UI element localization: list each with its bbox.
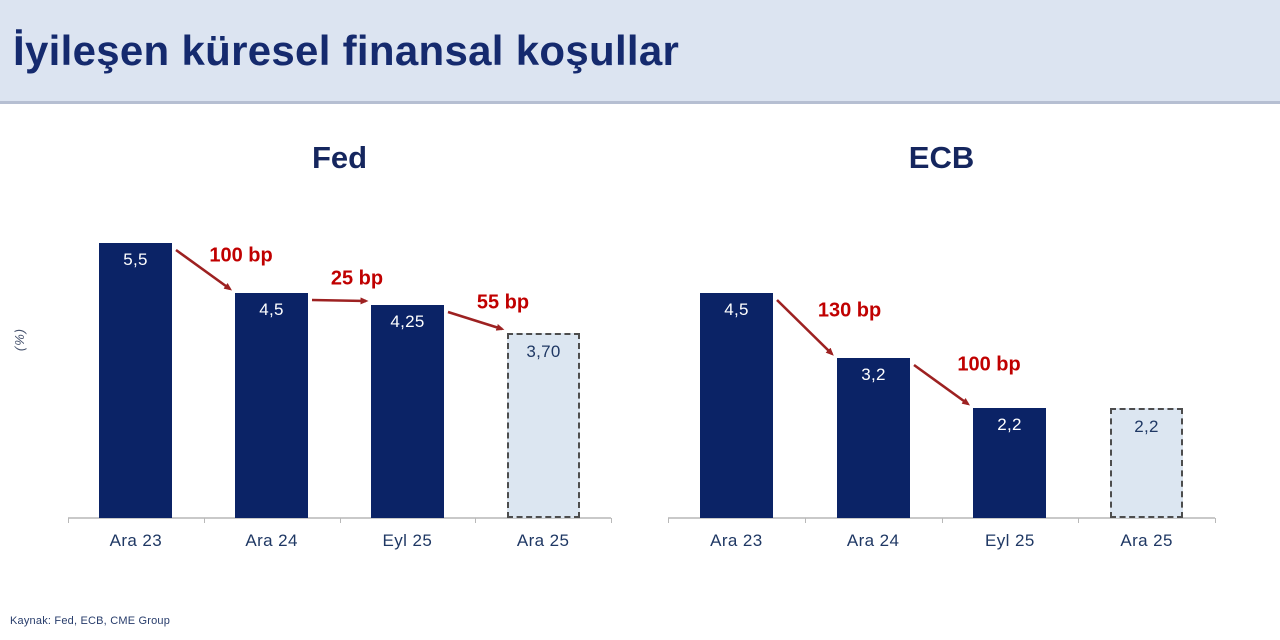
ecb-category-label-ara-25: Ara 25	[1120, 531, 1173, 550]
ecb-x-axis	[668, 517, 1215, 519]
ecb-axis-tick	[805, 518, 806, 523]
fed-category-label-ara-25: Ara 25	[516, 531, 570, 550]
ecb-rate-change-label-1: 130 bp	[817, 299, 882, 322]
ecb-category-label-eyl-25: Eyl 25	[985, 531, 1035, 550]
y-axis-label: (%)	[12, 327, 28, 352]
fed-bar-ara-24: 4,5	[235, 293, 308, 518]
fed-x-axis	[68, 517, 611, 519]
ecb-axis-tick	[1215, 518, 1216, 523]
ecb-category-label-ara-23: Ara 23	[710, 531, 763, 550]
ecb-rate-change-label-2: 100 bp	[957, 353, 1021, 375]
bar-value-label: 4,25	[390, 312, 425, 331]
ecb-category-label-ara-24: Ara 24	[846, 531, 900, 550]
ecb-bar-ara-24: 3,2	[837, 358, 910, 518]
fed-category-label-eyl-25: Eyl 25	[382, 531, 433, 550]
fed-rate-change-label-1: 100 bp	[209, 244, 273, 266]
ecb-bar-ara-25-projected: 2,2	[1110, 408, 1183, 518]
source-note: Kaynak: Fed, ECB, CME Group	[10, 615, 171, 627]
fed-bar-ara-25-projected: 3,70	[507, 333, 580, 518]
fed-chart-title: Fed	[311, 140, 368, 175]
ecb-bar-eyl-25: 2,2	[973, 408, 1046, 518]
bar-value-label: 4,5	[724, 300, 749, 319]
fed-rate-cut-arrow-3	[447, 310, 505, 331]
bar-value-label: 2,2	[997, 415, 1022, 434]
ecb-chart-title: ECB	[908, 140, 975, 175]
fed-category-label-ara-23: Ara 23	[109, 531, 163, 550]
fed-axis-tick	[68, 518, 69, 523]
fed-rate-change-label-3: 55 bp	[476, 291, 530, 313]
page-title: İyileşen küresel finansal koşullar	[13, 26, 680, 74]
bar-value-label: 2,2	[1134, 417, 1159, 436]
ecb-axis-tick	[942, 518, 943, 523]
ecb-bar-ara-23: 4,5	[700, 293, 773, 518]
fed-bar-eyl-25: 4,25	[371, 305, 444, 518]
fed-rate-cut-arrow-2	[311, 297, 369, 305]
bar-value-label: 5,5	[123, 250, 148, 269]
bar-value-label: 4,5	[259, 300, 284, 319]
fed-axis-tick	[204, 518, 205, 523]
fed-rate-change-label-2: 25 bp	[330, 267, 384, 289]
title-band: İyileşen küresel finansal koşullar	[0, 0, 1280, 104]
bar-value-label: 3,70	[526, 342, 561, 361]
fed-axis-tick	[611, 518, 612, 523]
bar-value-label: 3,2	[861, 365, 886, 384]
fed-axis-tick	[340, 518, 341, 523]
ecb-axis-tick	[668, 518, 669, 523]
fed-bar-ara-23: 5,5	[99, 243, 172, 518]
ecb-axis-tick	[1078, 518, 1079, 523]
fed-axis-tick	[475, 518, 476, 523]
fed-category-label-ara-24: Ara 24	[245, 531, 298, 550]
